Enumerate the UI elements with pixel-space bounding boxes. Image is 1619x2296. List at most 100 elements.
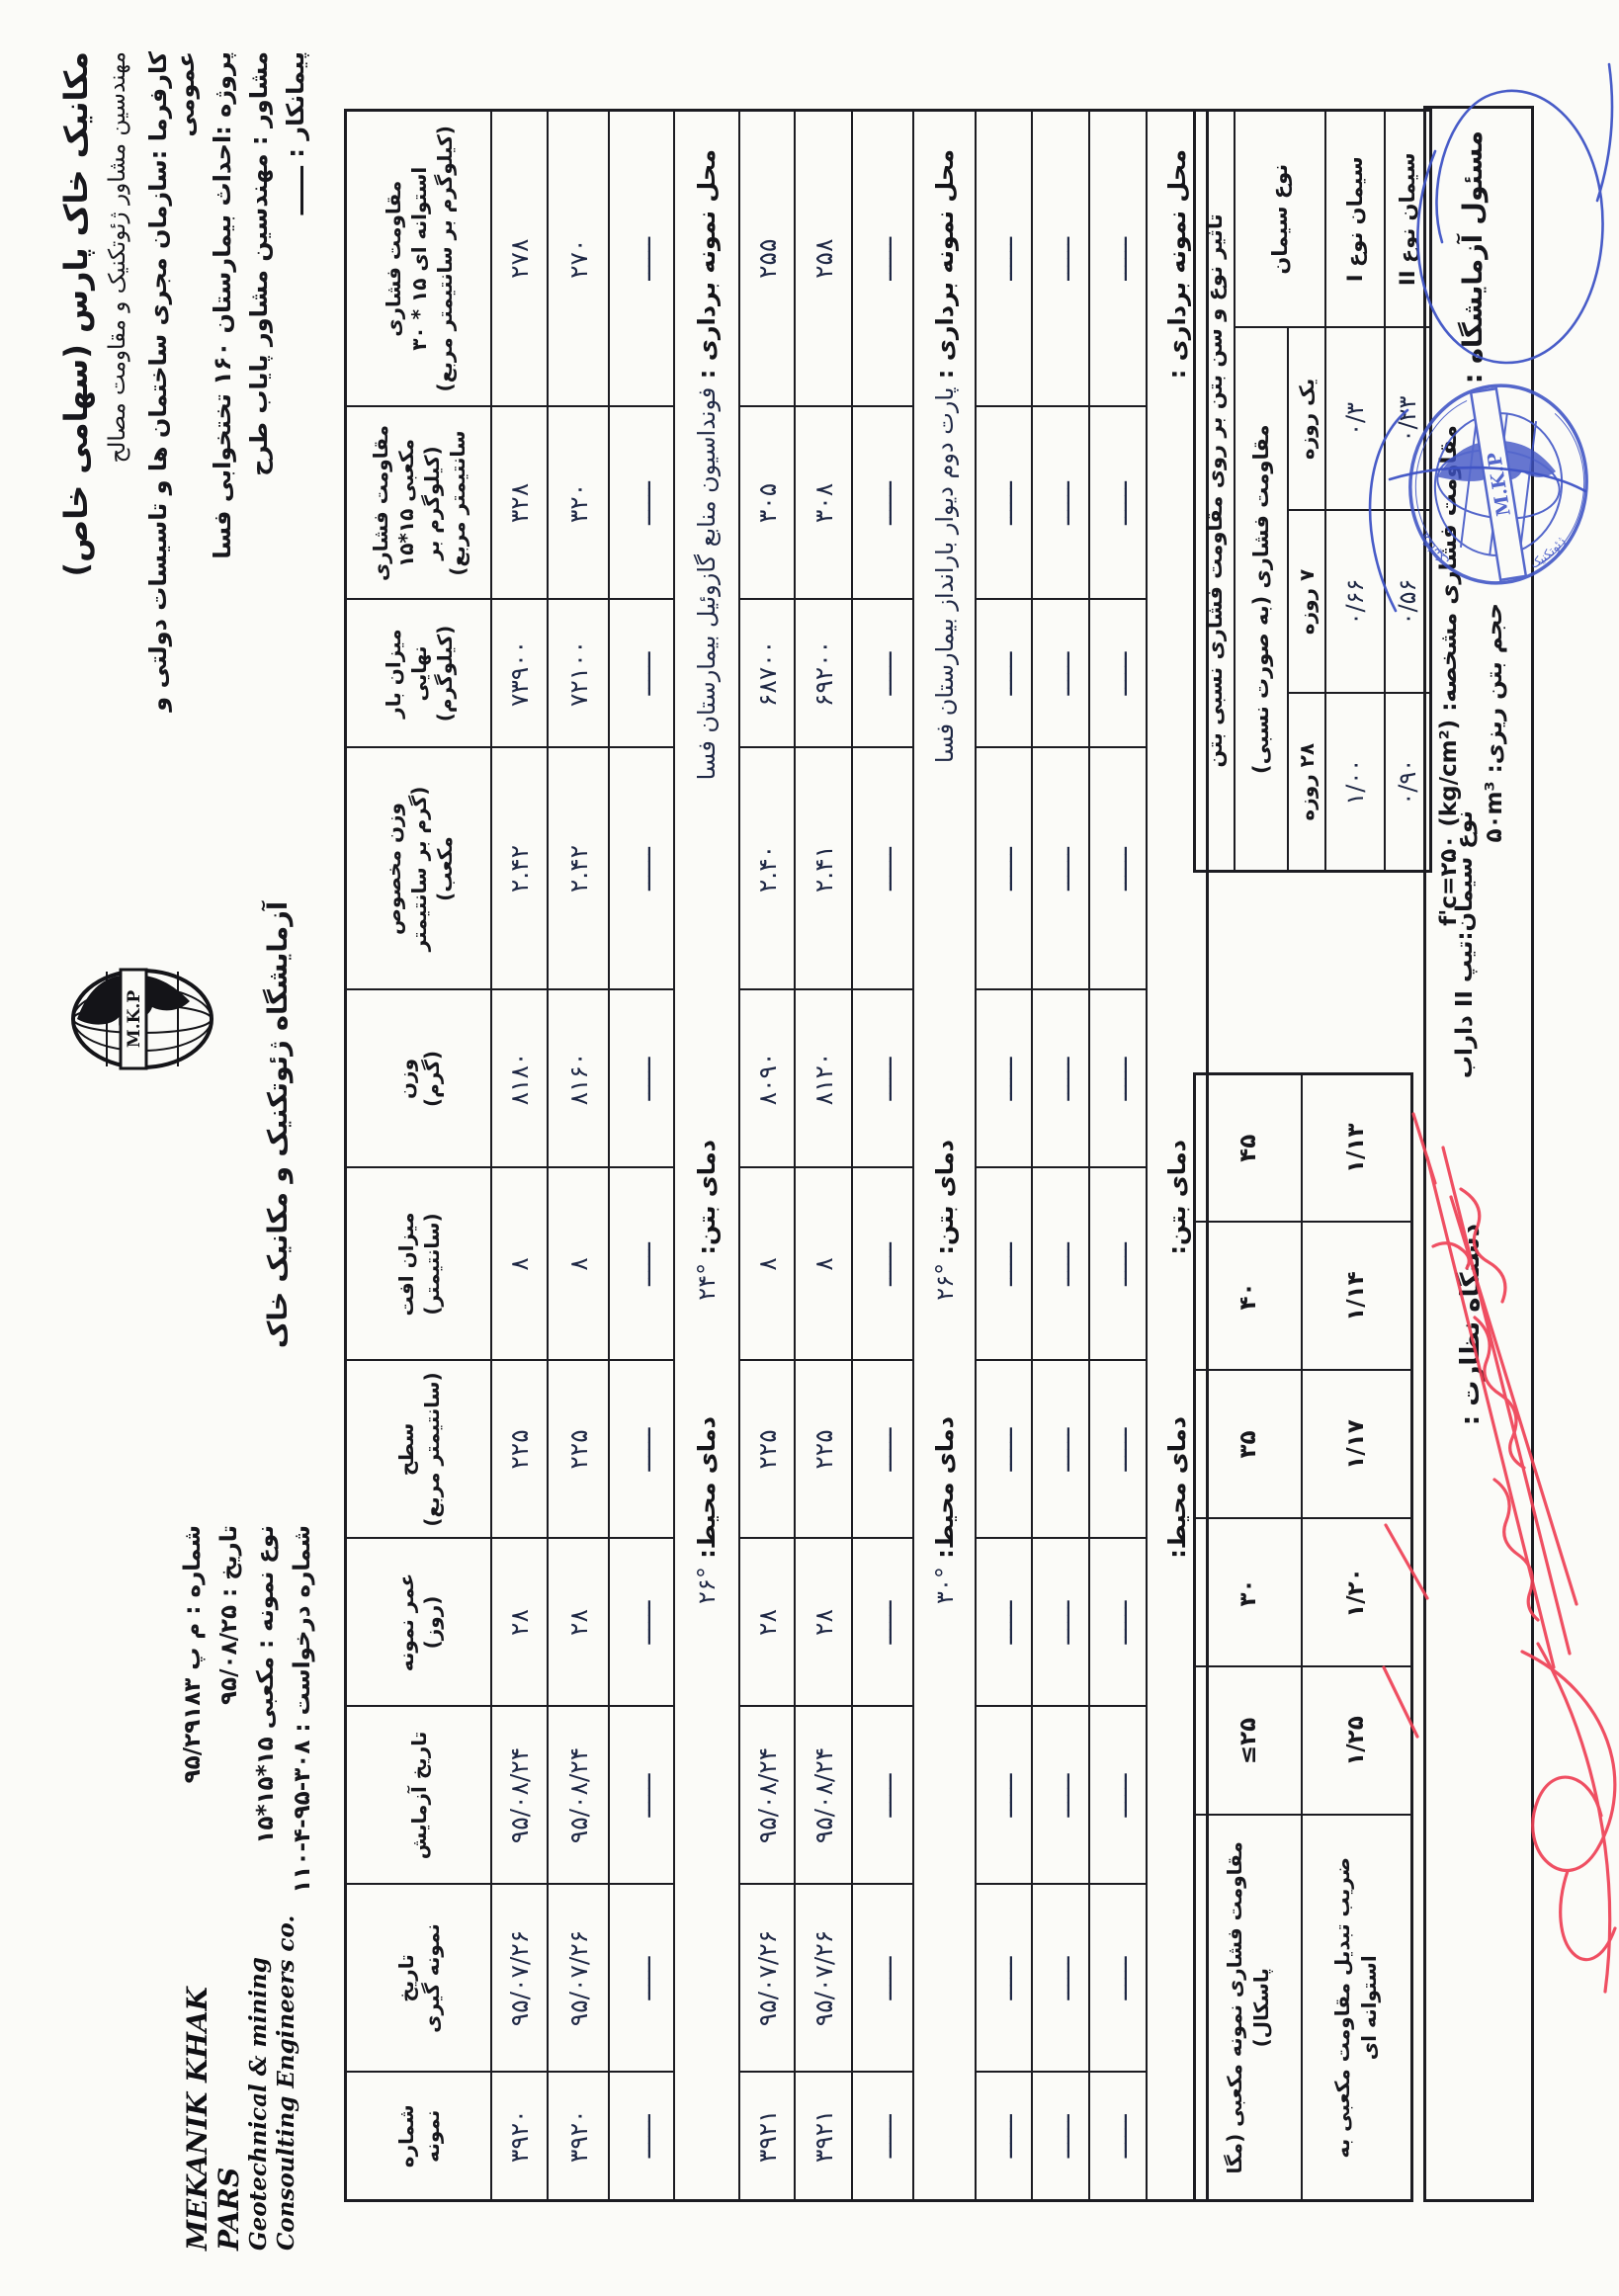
empty-dash: ــــــ (989, 1057, 1018, 1101)
meta-request-number: شماره درخواست : ۳۰۸-۹۵-۴-۱۱۰ (290, 1525, 315, 1894)
company-en-line3: Consoulting Engineers co. (272, 1914, 299, 2251)
column-header-line: (کیلوگرم) (432, 625, 457, 723)
column-header-line: (گرم) (419, 1051, 444, 1108)
empty-dash: ــــــ (1046, 236, 1075, 281)
relative-strength-header: مقاومت فشاری (به صورت نسبی) (1235, 327, 1288, 872)
empty-dash: ــــــ (989, 236, 1018, 281)
table-cell: ــــــ (852, 2072, 913, 2201)
handwritten-value: ۸ (563, 1257, 593, 1271)
empty-dash: ــــــ (868, 1242, 897, 1286)
location-value: فونداسیون منابع گازوئیل بیمارستان فسا (693, 386, 721, 781)
column-header-line: تاریخ آزمایش (406, 1731, 431, 1860)
column-header-line: (سانتیمتر مربع) (419, 1372, 444, 1527)
column-header-2: میزان بار نهایی (کیلوگرم) (345, 599, 491, 748)
table-cell: ۲۸ (739, 1538, 795, 1707)
table-cell: ۸ (739, 1167, 795, 1361)
letterhead-english: MEKANIK KHAK PARS Geotechnical & mining … (181, 1895, 300, 2251)
column-header-line: وزن (393, 1059, 418, 1100)
table-cell: ۶۸۷۰۰ (739, 599, 795, 748)
table-cell: ۸۱۶۰ (548, 989, 609, 1168)
table-cell: ۲۲۵ (491, 1360, 548, 1539)
table-cell: ــــــ (852, 747, 913, 990)
table-cell: ۳۹۲۰ (491, 2072, 548, 2201)
empty-dash: ــــــ (627, 1242, 656, 1286)
empty-dash: ــــــ (989, 651, 1018, 696)
column-header-6: سطح (سانتیمتر مربع) (345, 1360, 491, 1539)
project-line: پروژه :احداث بیمارستان ۱۶۰ تختخوابی فسا (209, 51, 236, 559)
table-cell: ۲۵۵ (739, 110, 795, 407)
column-header-line: شماره نمونه (393, 2104, 444, 2168)
company-logo-globe: M.K.P (69, 968, 215, 1070)
table-cell: ــــــ (1032, 1706, 1089, 1885)
empty-dash: ــــــ (989, 1956, 1018, 2000)
table-cell: ــــــ (976, 989, 1032, 1168)
empty-dash: ــــــ (868, 2114, 897, 2159)
table-row: ۲۷۸ ۳۲۸ ۷۳۹۰۰ ۲.۴۲ ۸۱۸۰ ۸ ۲۲۵ ۲۸ ۹۵/۰۸/۲۴ ۹۵/۰۷/۲… (491, 110, 548, 2201)
cement-table-title: تاثیر نوع و سن بتن بر روی مقاومت فشاری ن… (1194, 110, 1235, 872)
column-header-line: (کیلوگرم بر سانتیمتر مربع) (432, 126, 457, 392)
table-cell: ــــــ (1032, 110, 1089, 407)
handwritten-value: ۲۵۵ (752, 238, 782, 279)
concrete-temp: دمای بتن: °۲۴ (693, 1140, 721, 1301)
table-cell: ــــــ (609, 1167, 674, 1361)
letterhead-right: مکانیک خاک پارس (سهامی خاص) مهندسین مشاو… (57, 51, 318, 743)
table-cell: ــــــ (976, 1884, 1032, 2073)
handwritten-value: ۹۵/۰۸/۲۴ (752, 1746, 782, 1844)
table-cell: ــــــ (609, 406, 674, 600)
cement1-7day: ۰/۶۶ (1341, 578, 1369, 626)
column-header-line: استوانه ای ۱۵ * ۳۰ (406, 166, 431, 351)
table-cell: ۲۲۵ (548, 1360, 609, 1539)
empty-dash: ــــــ (1103, 1600, 1133, 1645)
table-cell: ــــــ (1032, 2072, 1089, 2201)
table-row: ۲۵۵ ۳۰۵ ۶۸۷۰۰ ۲.۴۰ ۸۰۹۰ ۸ ۲۲۵ ۲۸ ۹۵/۰۸/۲۴ ۹۵/۰۷/۲… (739, 110, 795, 2201)
table-cell: ۳۲۸ (491, 406, 548, 600)
column-header-line: مقاومت فشاری (381, 180, 405, 337)
handwritten-value: ۲۸ (809, 1609, 838, 1636)
table-cell: ــــــ (1032, 747, 1089, 990)
handwritten-value: ۲۸ (505, 1609, 534, 1636)
location-label: محل نمونه برداری : (693, 149, 721, 387)
meta-date: تاریخ : ۹۵/۰۸/۲۵ (216, 1525, 242, 1705)
empty-dash: ــــــ (627, 1427, 656, 1472)
lab-title: آزمایشگاه ژئوتکنیک و مکانیک خاک (263, 900, 294, 1349)
table-cell: ۲.۴۲ (491, 747, 548, 990)
concrete-temp: دمای بتن: (1163, 1140, 1191, 1255)
table-cell: ــــــ (1089, 1538, 1147, 1707)
empty-dash: ــــــ (627, 651, 656, 696)
sampling-location-cell: محل نمونه برداری : پارت دوم دیوار باراند… (913, 110, 976, 2201)
table-cell: ــــــ (976, 599, 1032, 748)
empty-dash: ــــــ (1103, 847, 1133, 891)
table-cell: ــــــ (1089, 747, 1147, 990)
mpa-40: ۴۰ (1235, 1282, 1261, 1311)
empty-dash: ــــــ (1046, 1956, 1075, 2000)
empty-dash: ــــــ (1046, 2114, 1075, 2159)
handwritten-value: ۲۲۵ (752, 1429, 782, 1470)
handwritten-value: ۲۲۵ (563, 1429, 593, 1470)
meta-sample-type: نوع نمونه : مکعبی ۱۵*۱۵*۱۵ (253, 1525, 279, 1844)
table-cell: ــــــ (1089, 989, 1147, 1168)
table-cell: ــــــ (1032, 406, 1089, 600)
handwritten-value: ۲.۴۱ (809, 844, 838, 893)
table-cell: ــــــ (852, 1538, 913, 1707)
table-cell: ــــــ (1089, 599, 1147, 748)
empty-dash: ــــــ (1046, 1773, 1075, 1818)
table-cell: ــــــ (852, 1706, 913, 1885)
location: محل نمونه برداری : (1163, 149, 1191, 379)
conversion-factor-table: مقاومت فشاری نمونه مکعبی (مگا پاسکال) ≤۲… (1193, 1072, 1413, 2202)
table-cell: ۸ (548, 1167, 609, 1361)
handwritten-value: ۷۲۱۰۰ (563, 639, 593, 708)
handwritten-value: ۲۲۵ (809, 1429, 838, 1470)
sampling-location-cell: محل نمونه برداری : فونداسیون منابع گازوئ… (674, 110, 739, 2201)
table-cell: ۸۰۹۰ (739, 989, 795, 1168)
empty-dash: ــــــ (868, 236, 897, 281)
handwritten-value: ۳۹۲۰ (563, 2109, 593, 2164)
table-cell: ۳۹۲۱ (795, 2072, 852, 2201)
empty-dash: ــــــ (1103, 1242, 1133, 1286)
empty-dash: ــــــ (627, 481, 656, 525)
table-cell: ۹۵/۰۸/۲۴ (548, 1706, 609, 1885)
cement-type-header: نوع سیمان (1235, 110, 1325, 328)
table-cell: ــــــ (609, 1538, 674, 1707)
empty-dash: ــــــ (627, 1057, 656, 1101)
handwritten-value: ۲۸ (563, 1609, 593, 1636)
